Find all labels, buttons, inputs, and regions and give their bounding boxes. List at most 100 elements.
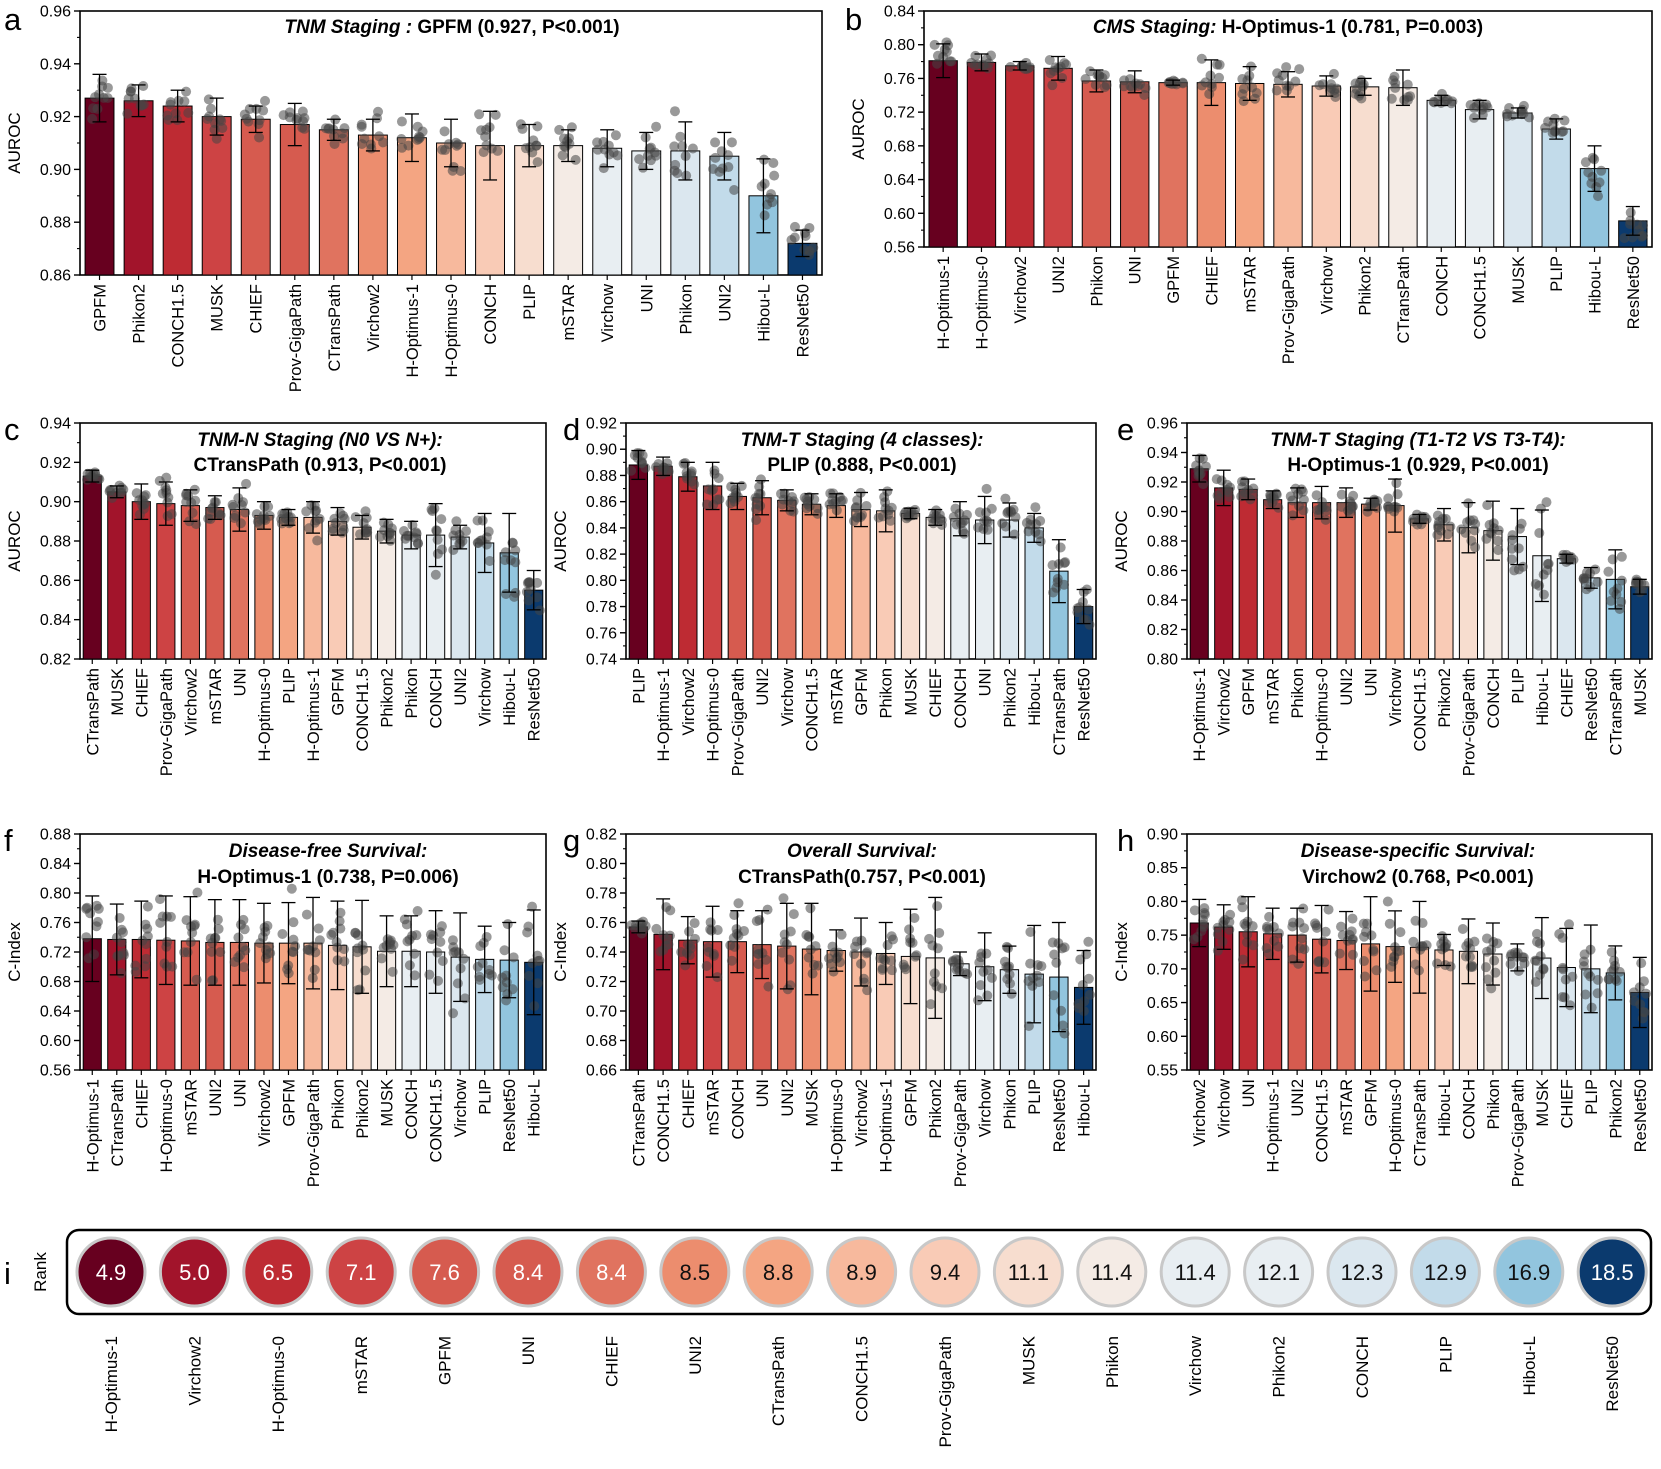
data-point: [233, 932, 244, 943]
data-point: [709, 465, 720, 476]
data-point: [310, 506, 321, 517]
x-tick-label: ResNet50: [501, 1079, 519, 1152]
data-point: [1314, 956, 1325, 967]
data-point: [1549, 126, 1560, 137]
x-tick-label: PLIP: [1509, 668, 1527, 704]
x-tick-label: Hibou-L: [501, 668, 519, 726]
rank-value: 12.9: [1424, 1260, 1467, 1285]
data-point: [701, 961, 712, 972]
x-tick-label: UNI: [1363, 668, 1381, 696]
data-point: [1518, 100, 1529, 111]
data-point: [1297, 933, 1308, 944]
y-tick-label: 0.74: [586, 945, 617, 962]
data-point: [309, 964, 320, 975]
y-tick-label: 0.66: [586, 1063, 617, 1080]
data-point: [90, 92, 101, 103]
data-point: [432, 947, 443, 958]
x-tick-label: H-Optimus-0: [973, 256, 991, 350]
data-point: [507, 538, 518, 549]
y-tick-label: 0.80: [884, 37, 915, 54]
rank-label: UNI2: [686, 1336, 705, 1375]
x-tick-label: Virchow: [1318, 256, 1336, 314]
y-axis-label: AUROC: [849, 98, 868, 159]
y-tick-label: 0.94: [1147, 445, 1178, 462]
chart-title-line1: TNM-T Staging (T1-T2 VS T3-T4):: [1270, 430, 1566, 451]
data-point: [1492, 535, 1503, 546]
x-tick-label: Phikon: [330, 1079, 348, 1129]
x-tick-label: H-Optimus-0: [256, 668, 274, 762]
x-tick-label: Hibou-L: [1587, 256, 1605, 314]
data-point: [1084, 989, 1095, 1000]
data-point: [1359, 956, 1370, 967]
rank-label: Hibou-L: [1520, 1336, 1539, 1396]
data-point: [1024, 62, 1035, 73]
data-point: [903, 511, 914, 522]
rank-label: Prov-GigaPath: [936, 1336, 955, 1448]
data-point: [437, 144, 448, 155]
bar-Phikon2: [1349, 86, 1380, 248]
x-tick-label: ResNet50: [794, 284, 812, 357]
data-point: [851, 936, 862, 947]
data-point: [1489, 955, 1500, 966]
y-tick-label: 0.82: [586, 827, 617, 844]
data-point: [886, 965, 897, 976]
rank-circle-mSTAR: [325, 1236, 397, 1308]
data-point: [1442, 529, 1453, 540]
data-point: [1368, 944, 1379, 955]
x-tick-label: H-Optimus-1: [84, 1079, 102, 1173]
bar-MUSK: [900, 512, 921, 660]
bar-CONCH: [950, 518, 970, 660]
rank-value: 11.1: [1008, 1260, 1049, 1285]
data-point: [768, 158, 779, 169]
x-tick-label: Phikon: [1088, 256, 1106, 306]
x-tick-label: ResNet50: [1632, 1079, 1650, 1152]
data-point: [882, 486, 893, 497]
x-tick-label: MUSK: [902, 668, 920, 716]
data-point: [1395, 927, 1406, 938]
data-point: [277, 508, 288, 519]
data-point: [412, 905, 423, 916]
data-point: [142, 931, 153, 942]
data-point: [1085, 66, 1096, 77]
data-point: [1055, 542, 1066, 553]
data-point: [1318, 936, 1329, 947]
data-point: [260, 926, 271, 937]
data-point: [1214, 493, 1225, 504]
bar-UNI: [1360, 503, 1381, 660]
data-point: [777, 947, 788, 958]
data-point: [1052, 573, 1063, 584]
data-point: [932, 50, 943, 61]
data-point: [929, 39, 940, 50]
rank-value: 4.9: [96, 1260, 127, 1285]
bar-CHIEF: [240, 118, 271, 276]
data-point: [1513, 543, 1524, 554]
data-point: [651, 121, 662, 132]
data-point: [1470, 542, 1481, 553]
bar-CONCH1.5: [162, 105, 193, 276]
x-tick-label: ResNet50: [1583, 668, 1601, 741]
data-point: [365, 139, 376, 150]
x-tick-label: Hibou-L: [526, 1079, 544, 1137]
data-point: [1594, 177, 1605, 188]
y-tick-label: 0.88: [40, 215, 71, 232]
panel-label-f: f: [4, 823, 13, 858]
data-point: [769, 170, 780, 181]
data-point: [532, 157, 543, 168]
data-point: [1538, 569, 1549, 580]
x-tick-label: Virchow: [599, 284, 617, 342]
data-point: [1287, 954, 1298, 965]
data-point: [98, 92, 109, 103]
data-point: [1271, 85, 1282, 96]
data-point: [1506, 554, 1517, 565]
chart-title-line2: CTransPath (0.913, P<0.001): [194, 455, 447, 476]
data-point: [751, 916, 762, 927]
bar-Phikon: [876, 510, 896, 660]
data-point: [1605, 595, 1616, 606]
rank-circle-H-Optimus-0: [242, 1236, 314, 1308]
y-axis-label: AUROC: [1112, 510, 1131, 571]
y-tick-label: 0.60: [1147, 1029, 1178, 1046]
bar-MUSK: [1503, 112, 1533, 248]
x-tick-label: H-Optimus-0: [443, 284, 461, 378]
y-tick-label: 0.84: [40, 612, 71, 629]
x-tick-label: GPFM: [902, 1079, 920, 1127]
